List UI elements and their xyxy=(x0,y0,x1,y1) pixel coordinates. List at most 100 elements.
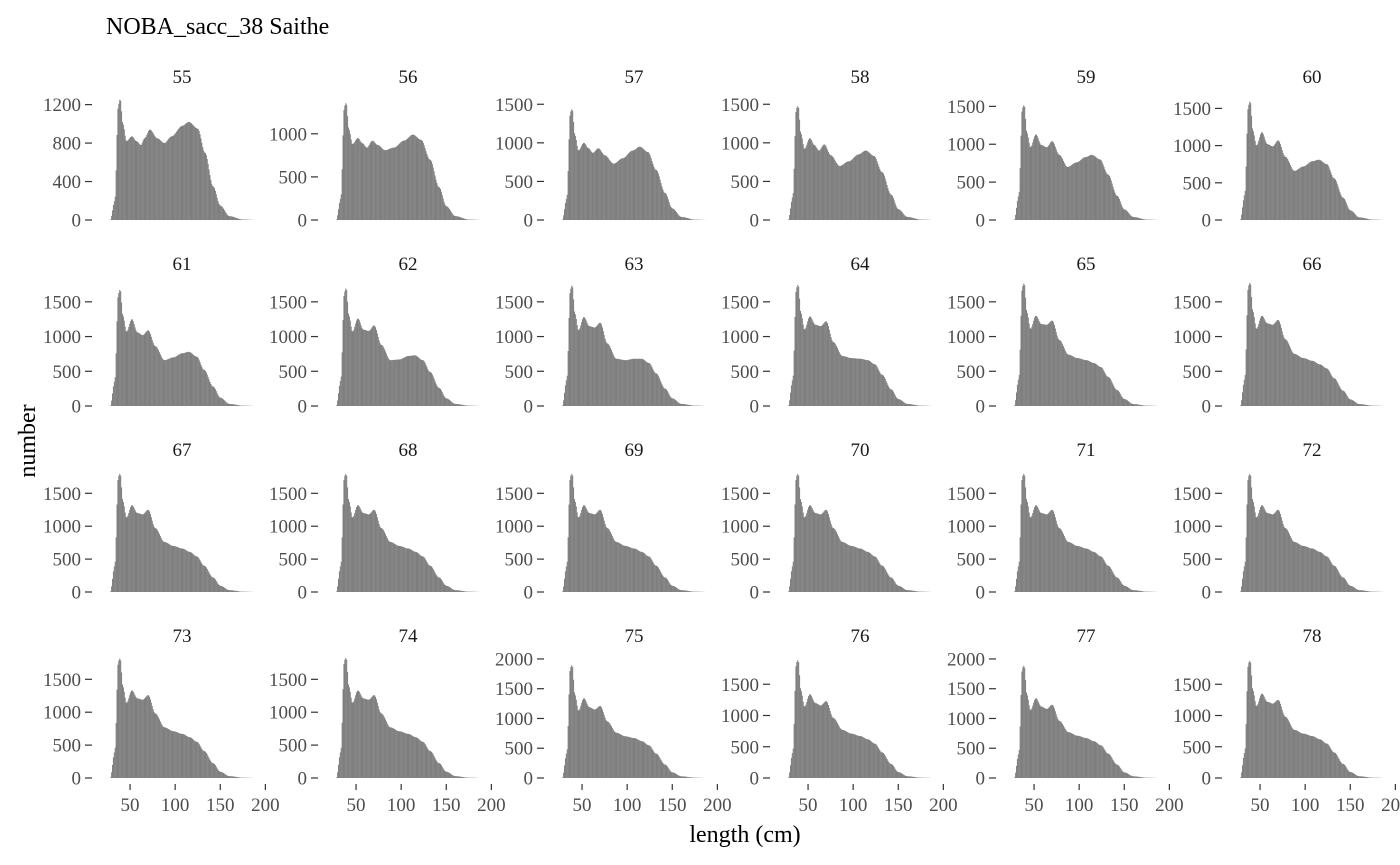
length-bar xyxy=(916,591,918,592)
length-bar xyxy=(1331,375,1333,406)
length-bar xyxy=(876,161,878,220)
length-bar xyxy=(165,727,167,778)
length-bar xyxy=(1142,777,1144,778)
panel-78: 7805001000150050100150200 xyxy=(1173,626,1400,816)
length-bar xyxy=(1349,585,1351,592)
length-bar xyxy=(1123,398,1125,406)
length-bar xyxy=(1026,501,1028,592)
length-bar xyxy=(213,763,215,778)
length-bar xyxy=(881,374,883,406)
length-bar xyxy=(1015,214,1017,220)
length-bar xyxy=(1062,725,1064,778)
length-bar xyxy=(1031,708,1033,778)
length-bar xyxy=(432,754,434,778)
panel-strip-label: 55 xyxy=(173,67,192,88)
length-bar xyxy=(110,591,112,592)
length-bar xyxy=(123,691,125,778)
length-bar xyxy=(811,697,813,778)
length-bar xyxy=(652,369,654,406)
length-bar xyxy=(869,153,871,220)
length-bar xyxy=(661,384,663,406)
length-bar xyxy=(1337,383,1339,406)
length-bar xyxy=(1139,404,1141,406)
length-bar xyxy=(1338,385,1340,406)
length-bar xyxy=(173,135,175,220)
length-bar xyxy=(646,555,648,592)
length-bar xyxy=(595,708,597,778)
length-bar xyxy=(896,207,898,220)
length-bar xyxy=(1094,363,1096,406)
length-bar xyxy=(1052,509,1054,592)
length-bar xyxy=(1348,771,1350,778)
length-bar xyxy=(1367,405,1369,406)
length-bar xyxy=(165,542,167,592)
length-bar xyxy=(1344,765,1346,778)
length-bar xyxy=(1058,339,1060,406)
length-bar xyxy=(377,706,379,778)
length-bar xyxy=(347,127,349,220)
length-bar xyxy=(1031,326,1033,406)
length-bar xyxy=(1141,405,1143,406)
length-bar xyxy=(570,666,572,778)
length-bar xyxy=(445,771,447,778)
length-bar xyxy=(186,736,188,778)
length-bar xyxy=(1036,317,1038,406)
length-bar xyxy=(404,140,406,220)
length-bar xyxy=(218,770,220,778)
length-bar xyxy=(610,347,612,406)
length-bar xyxy=(855,155,857,220)
length-bar xyxy=(883,567,885,592)
length-bar xyxy=(1059,154,1061,220)
length-bar xyxy=(591,327,594,406)
length-bar xyxy=(1025,487,1027,592)
length-bar xyxy=(807,142,809,220)
length-bar xyxy=(1025,297,1027,406)
length-bar xyxy=(347,301,349,406)
length-bar xyxy=(1073,544,1075,592)
length-bar xyxy=(171,357,173,406)
length-bar xyxy=(667,580,669,592)
length-bar xyxy=(1096,742,1098,778)
length-bar xyxy=(1248,285,1250,406)
length-bar xyxy=(1283,715,1285,778)
length-bar xyxy=(1244,190,1246,220)
length-bar xyxy=(1079,736,1081,778)
length-bar xyxy=(338,203,340,220)
length-bar xyxy=(1045,324,1047,406)
length-bar xyxy=(566,375,568,406)
length-bar xyxy=(800,313,802,406)
length-bar xyxy=(582,317,585,406)
length-bar xyxy=(1055,332,1057,406)
length-bar xyxy=(837,165,839,220)
length-bar xyxy=(434,381,436,406)
length-bar xyxy=(204,566,206,592)
length-bar xyxy=(1140,405,1142,406)
length-bar xyxy=(450,774,452,778)
length-bar xyxy=(154,136,156,220)
length-bar xyxy=(911,404,913,406)
length-bar xyxy=(149,514,151,592)
length-bar xyxy=(366,514,368,592)
length-bar xyxy=(112,204,114,220)
length-bar xyxy=(1330,561,1332,592)
length-bar xyxy=(1358,217,1360,220)
length-bar xyxy=(1034,134,1037,220)
length-bar xyxy=(195,127,197,220)
y-tick-label: 500 xyxy=(731,737,760,758)
length-bar xyxy=(889,763,891,778)
length-bar xyxy=(1122,584,1124,592)
length-bar xyxy=(221,586,223,592)
y-axis-title: number xyxy=(15,404,41,477)
length-bar xyxy=(1082,737,1084,778)
length-bar xyxy=(1078,161,1080,220)
length-bar xyxy=(818,705,820,778)
length-bar xyxy=(420,359,422,406)
length-bar xyxy=(587,705,589,778)
length-bar xyxy=(365,146,367,220)
length-bar xyxy=(402,732,405,778)
length-bar xyxy=(158,534,160,592)
length-bar xyxy=(187,121,189,220)
length-bar xyxy=(647,744,649,778)
